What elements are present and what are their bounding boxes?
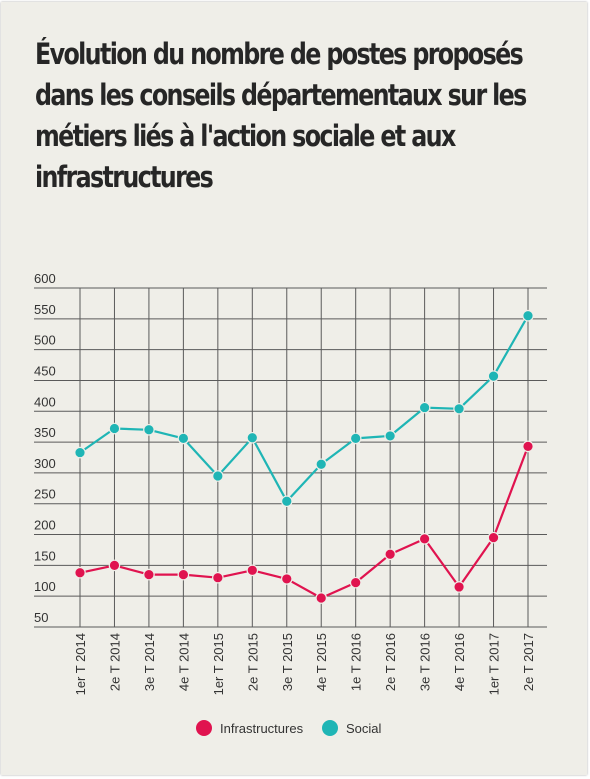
- y-tick-label: 100: [34, 579, 56, 594]
- x-tick-label: 3e T 2015: [280, 633, 295, 691]
- y-tick-label: 400: [34, 394, 56, 409]
- legend-label-infrastructures: Infrastructures: [220, 720, 304, 736]
- data-point-infrastructures: [280, 573, 293, 585]
- data-point-social: [246, 431, 259, 444]
- chart-title: Évolution du nombre de postes proposés d…: [35, 37, 527, 194]
- data-point-social: [74, 446, 86, 459]
- x-tick-label: 1er T 2015: [211, 633, 226, 695]
- data-point-infrastructures: [487, 531, 500, 544]
- series-lines: [79, 315, 530, 600]
- data-point-infrastructures: [522, 440, 534, 453]
- data-point-social: [349, 432, 362, 445]
- x-tick-label: 4e T 2014: [176, 633, 191, 691]
- y-tick-label: 550: [34, 302, 56, 317]
- data-point-infrastructures: [418, 533, 431, 545]
- y-tick-label: 50: [34, 610, 48, 625]
- x-tick-label: 1e T 2016: [349, 633, 364, 691]
- data-point-social: [177, 432, 190, 445]
- y-tick-label: 500: [34, 333, 56, 348]
- data-point-social: [453, 403, 465, 415]
- data-point-social: [487, 370, 500, 382]
- y-axis-ticks: 50 100 150 200 250 300 350 400 450 500 550 600: [34, 271, 56, 625]
- x-tick-label: 2e T 2014: [107, 633, 122, 691]
- data-point-infrastructures: [453, 581, 465, 593]
- x-tick-label: 2e T 2016: [383, 633, 398, 691]
- data-point-infrastructures: [143, 568, 155, 581]
- y-tick-label: 350: [34, 425, 56, 440]
- y-tick-label: 300: [34, 456, 56, 471]
- data-point-infrastructures: [212, 571, 224, 584]
- data-point-social: [315, 458, 328, 471]
- data-point-infrastructures: [108, 559, 121, 572]
- legend-swatch-infrastructures: [196, 720, 212, 736]
- legend: Infrastructures Social: [0, 720, 586, 744]
- y-tick-label: 450: [34, 363, 56, 378]
- legend-item-social: Social: [322, 720, 381, 736]
- x-tick-label: 3e T 2016: [418, 633, 433, 691]
- legend-label-social: Social: [346, 720, 382, 736]
- x-tick-label: 2e T 2015: [245, 633, 260, 691]
- data-point-social: [143, 423, 155, 436]
- series-points: [74, 309, 534, 604]
- data-point-infrastructures: [349, 576, 362, 589]
- data-point-social: [522, 309, 534, 322]
- data-point-infrastructures: [177, 568, 190, 581]
- data-point-infrastructures: [246, 564, 259, 577]
- data-point-infrastructures: [384, 548, 396, 561]
- x-axis-ticks: 1er T 2014 2e T 2014 3e T 2014 4e T 2014 1er…: [73, 633, 536, 695]
- x-tick-label: 4e T 2016: [452, 633, 467, 691]
- data-point-social: [108, 422, 121, 435]
- y-tick-label: 150: [34, 548, 56, 563]
- data-point-social: [280, 495, 293, 508]
- y-tick-label: 600: [34, 271, 56, 286]
- data-point-infrastructures: [74, 566, 86, 579]
- data-point-social: [384, 430, 396, 442]
- x-tick-label: 1er T 2014: [73, 633, 88, 695]
- y-tick-label: 200: [34, 518, 56, 533]
- data-point-social: [212, 470, 224, 482]
- data-point-social: [418, 401, 431, 414]
- x-tick-label: 1er T 2017: [487, 633, 502, 695]
- x-tick-label: 3e T 2014: [142, 633, 157, 691]
- x-tick-label: 2e T 2017: [521, 633, 536, 691]
- x-tick-label: 4e T 2015: [314, 633, 329, 691]
- y-tick-label: 250: [34, 487, 56, 502]
- data-point-infrastructures: [315, 592, 328, 604]
- legend-item-infrastructures: Infrastructures: [196, 720, 303, 736]
- legend-swatch-social: [322, 720, 338, 736]
